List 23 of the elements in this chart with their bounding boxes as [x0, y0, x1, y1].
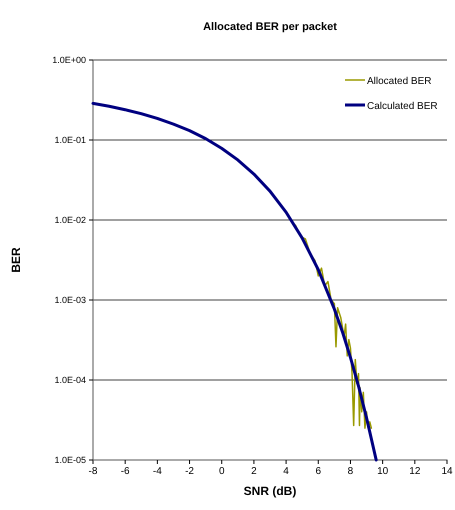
- x-tick-label: 8: [348, 466, 354, 478]
- x-tick-label: -6: [120, 466, 130, 478]
- y-tick-label: 1.0E-02: [54, 214, 86, 225]
- x-tick-label: 10: [377, 466, 389, 478]
- y-tick-label: 1.0E-01: [54, 134, 86, 145]
- x-tick-label: 6: [315, 466, 322, 478]
- y-axis-title: BER: [9, 247, 23, 273]
- y-tick-label: 1.0E+00: [52, 54, 86, 65]
- x-tick-label: 14: [441, 466, 453, 478]
- x-tick-label: 0: [218, 466, 225, 478]
- y-tick-label: 1.0E-04: [54, 374, 86, 385]
- x-tick-label: -8: [88, 466, 98, 478]
- x-tick-label: -2: [185, 466, 194, 478]
- legend-label: Allocated BER: [367, 76, 432, 87]
- x-tick-label: 12: [409, 466, 421, 478]
- x-tick-label: 2: [251, 466, 258, 478]
- y-tick-label: 1.0E-03: [54, 294, 86, 305]
- x-tick-label: -4: [152, 466, 162, 478]
- legend-label: Calculated BER: [367, 101, 438, 112]
- y-tick-label: 1.0E-05: [54, 454, 86, 465]
- x-tick-label: 4: [283, 466, 290, 478]
- chart-title: Allocated BER per packet: [203, 21, 338, 33]
- x-axis-title: SNR (dB): [244, 484, 296, 498]
